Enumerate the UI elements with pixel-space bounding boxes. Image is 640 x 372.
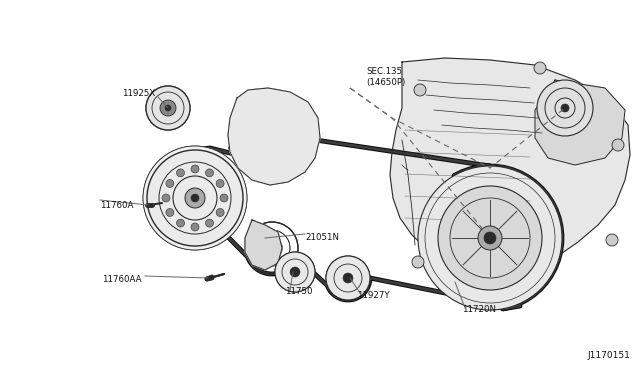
Text: 11720N: 11720N [462,305,496,314]
Circle shape [165,105,171,111]
Circle shape [146,86,190,130]
Circle shape [143,146,247,250]
Circle shape [290,267,300,277]
Text: 11750: 11750 [285,288,312,296]
Circle shape [275,252,315,292]
Circle shape [343,273,353,283]
Circle shape [478,226,502,250]
Circle shape [166,180,174,187]
Circle shape [191,223,199,231]
Circle shape [606,234,618,246]
Circle shape [537,80,593,136]
Circle shape [326,256,370,300]
Circle shape [253,118,257,122]
Polygon shape [535,80,625,165]
Circle shape [269,155,275,160]
Circle shape [191,165,199,173]
Circle shape [189,192,201,204]
Circle shape [216,180,224,187]
Circle shape [177,219,184,227]
Circle shape [612,139,624,151]
Text: 11760A: 11760A [100,201,133,209]
Circle shape [561,104,569,112]
Circle shape [205,219,214,227]
Text: 11925X: 11925X [122,89,155,97]
Polygon shape [390,58,630,272]
Polygon shape [228,88,320,185]
Circle shape [269,245,275,251]
Polygon shape [245,220,282,270]
Circle shape [205,169,214,177]
Circle shape [191,194,199,202]
Polygon shape [228,88,320,185]
Circle shape [269,245,275,251]
Circle shape [162,194,170,202]
Circle shape [412,256,424,268]
Circle shape [414,84,426,96]
Circle shape [165,105,171,111]
Circle shape [147,150,243,246]
Circle shape [216,208,224,217]
Text: (14650P): (14650P) [366,78,405,87]
Text: SEC.135: SEC.135 [366,67,402,77]
Circle shape [342,273,353,283]
Text: J1170151: J1170151 [587,350,630,359]
Polygon shape [245,220,282,270]
Circle shape [484,232,496,244]
Circle shape [166,208,174,217]
Circle shape [160,100,176,116]
Circle shape [253,118,257,122]
Circle shape [269,155,275,160]
Circle shape [534,62,546,74]
Text: 11927Y: 11927Y [357,291,390,299]
Circle shape [177,169,184,177]
Circle shape [438,186,542,290]
Circle shape [185,188,205,208]
Circle shape [220,194,228,202]
Text: 11760AA: 11760AA [102,276,141,285]
Circle shape [418,166,562,310]
Circle shape [290,267,300,277]
Text: 21051N: 21051N [305,234,339,243]
